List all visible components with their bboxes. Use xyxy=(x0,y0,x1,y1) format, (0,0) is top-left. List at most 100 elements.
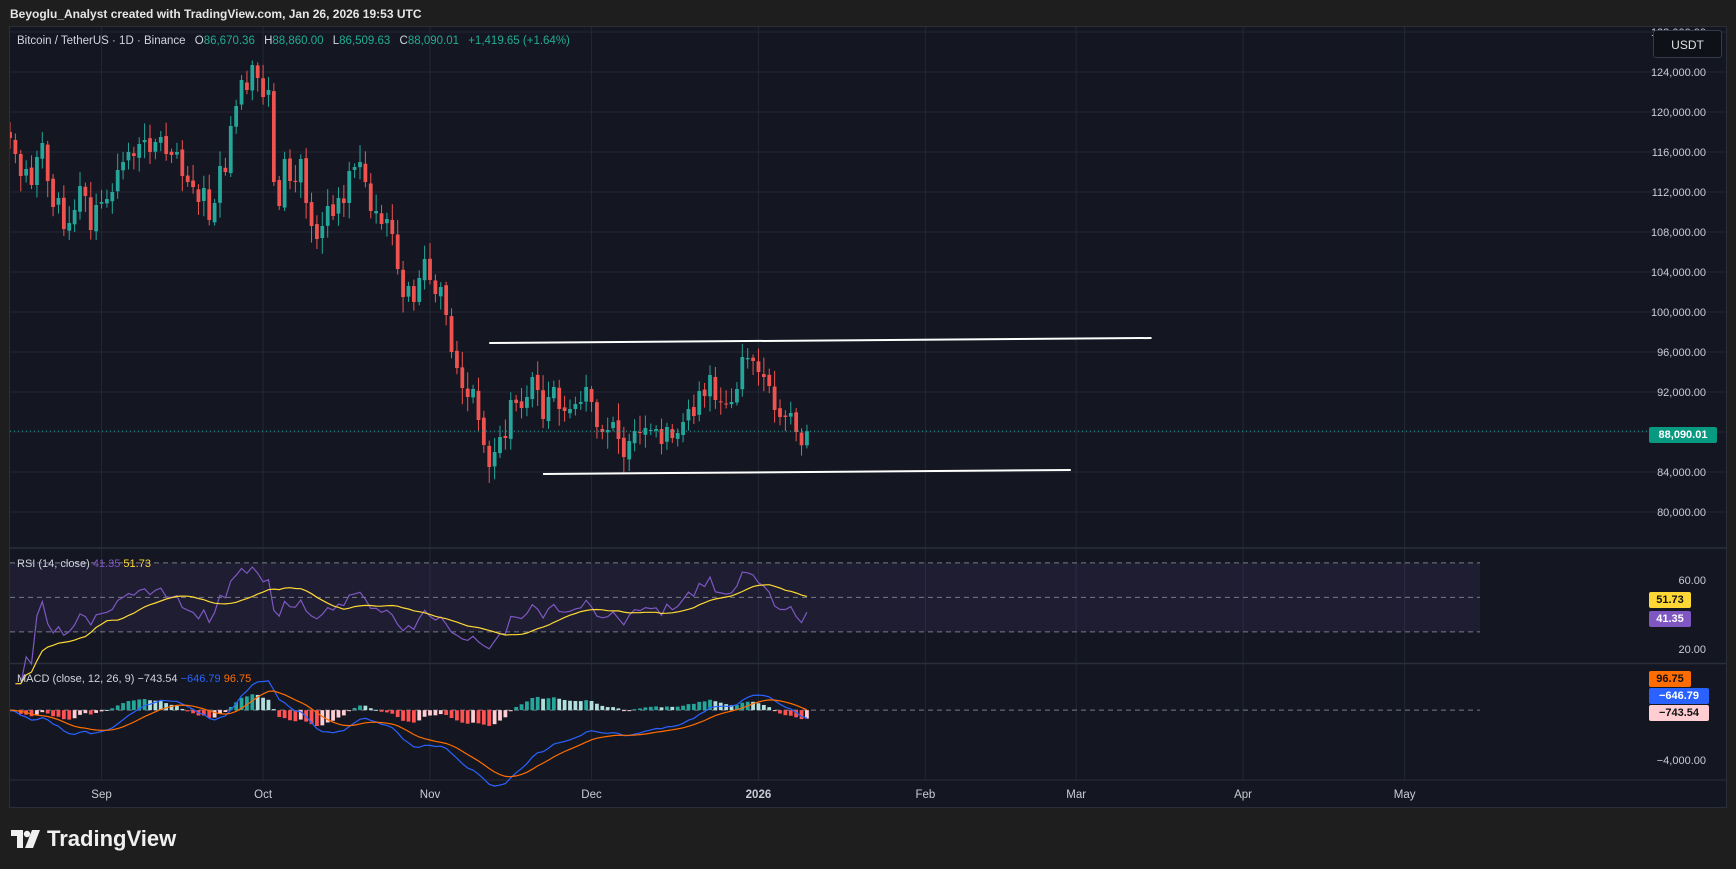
candle-body xyxy=(578,402,583,404)
candle-body xyxy=(444,285,449,315)
chart-frame xyxy=(9,26,1727,808)
macd-histogram-bar xyxy=(374,709,379,711)
tradingview-brand[interactable]: TradingView xyxy=(11,824,176,854)
candle-body xyxy=(632,431,637,444)
candle-body xyxy=(24,169,29,176)
candle-body xyxy=(428,258,432,280)
attribution-text: Beyoglu_Analyst created with TradingView… xyxy=(10,7,422,21)
macd-histogram-bar xyxy=(589,700,594,711)
candle-body xyxy=(686,409,691,421)
macd-histogram-bar xyxy=(395,710,400,718)
rsi-line xyxy=(15,566,808,685)
macd-histogram-bar xyxy=(363,705,368,711)
macd-histogram-bar xyxy=(385,710,389,713)
macd-histogram-bar xyxy=(234,702,239,711)
macd-histogram-bar xyxy=(503,710,508,718)
upper-trendline xyxy=(489,337,1152,344)
macd-histogram-bar xyxy=(471,710,475,723)
macd-histogram-bar xyxy=(638,708,642,711)
candle-body xyxy=(395,234,400,269)
candle-body xyxy=(621,437,626,457)
macd-histogram-bar xyxy=(573,700,578,711)
macd-histogram-bar xyxy=(498,710,502,721)
candle-body xyxy=(336,198,341,214)
price-axis-label: 84,000.00 xyxy=(1657,467,1706,479)
macd-histogram-bar xyxy=(288,710,292,721)
candle-body xyxy=(568,409,572,414)
candle-body xyxy=(180,149,185,176)
macd-histogram-bar xyxy=(535,696,540,711)
symbol-header: Bitcoin / TetherUS · 1D · Binance O86,67… xyxy=(17,35,570,47)
candle-body xyxy=(158,137,163,143)
macd-histogram-bar xyxy=(201,710,206,716)
candle-body xyxy=(724,403,729,405)
price-chart[interactable]: SepOctNovDec2026FebMarAprMay128,000.0012… xyxy=(10,27,1726,807)
candle-body xyxy=(487,445,492,467)
candle-body xyxy=(358,162,362,168)
close-value: 88,090.01 xyxy=(407,35,460,47)
candle-body xyxy=(702,389,707,396)
candle-body xyxy=(245,82,249,90)
candle-body xyxy=(148,138,152,152)
macd-histogram-bar xyxy=(702,701,707,711)
macd-histogram-bar xyxy=(239,697,244,711)
candle-body xyxy=(401,269,405,297)
candle-body xyxy=(411,286,416,302)
candle-body xyxy=(508,400,513,439)
candle-body xyxy=(546,397,551,422)
rsi-tag: 41.35 xyxy=(1649,611,1691,627)
candle-body xyxy=(654,429,659,431)
macd-signal-tag: 96.75 xyxy=(1649,671,1691,687)
candle-body xyxy=(535,374,540,390)
macd-histogram-bar xyxy=(724,704,729,711)
close-label: C xyxy=(399,35,408,47)
candle-body xyxy=(110,192,115,202)
candle-body xyxy=(519,401,524,408)
candle-body xyxy=(282,159,287,208)
candle-body xyxy=(164,136,169,154)
macd-histogram-bar xyxy=(761,704,766,711)
currency-unit-button[interactable]: USDT xyxy=(1653,30,1722,58)
macd-histogram-bar xyxy=(185,710,190,712)
candle-body xyxy=(783,415,788,417)
macd-histogram-bar xyxy=(368,708,373,711)
macd-histogram-bar xyxy=(433,710,438,716)
macd-histogram-bar xyxy=(530,697,535,711)
candle-body xyxy=(718,401,723,403)
macd-histogram-bar xyxy=(315,710,319,727)
candle-body xyxy=(105,199,109,204)
candle-body xyxy=(298,159,303,183)
candle-body xyxy=(471,389,475,398)
candle-body xyxy=(288,158,292,181)
candle-body xyxy=(778,408,782,417)
macd-histogram-bar xyxy=(455,710,459,721)
candle-body xyxy=(78,186,82,212)
macd-histogram-bar xyxy=(83,710,88,714)
candle-body xyxy=(309,202,314,226)
candle-body xyxy=(115,170,120,192)
macd-signal-value: 96.75 xyxy=(223,673,252,685)
macd-histogram-bar xyxy=(121,703,125,711)
rsi-ma-value: 51.73 xyxy=(123,558,151,570)
macd-histogram-bar xyxy=(309,710,314,725)
macd-histogram-bar xyxy=(665,706,669,711)
candle-body xyxy=(794,412,799,432)
macd-histogram-bar xyxy=(481,710,486,725)
macd-histogram-bar xyxy=(282,710,287,719)
macd-histogram-bar xyxy=(88,710,93,715)
macd-histogram-bar xyxy=(126,701,131,711)
macd-histogram-bar xyxy=(245,696,249,711)
candle-body xyxy=(659,429,664,444)
macd-histogram-bar xyxy=(767,707,772,711)
symbol-title: Bitcoin / TetherUS · 1D · Binance xyxy=(17,35,186,47)
price-axis-label: 116,000.00 xyxy=(1652,147,1706,159)
macd-histogram-bar xyxy=(568,700,572,711)
candle-body xyxy=(374,211,379,214)
macd-histogram-bar xyxy=(519,704,524,711)
macd-hist-tag: −743.54 xyxy=(1649,705,1709,721)
candle-body xyxy=(67,223,72,231)
macd-histogram-bar xyxy=(401,710,405,721)
price-axis-label: 112,000.00 xyxy=(1652,187,1706,199)
candle-body xyxy=(465,388,470,397)
rsi-ma-tag: 51.73 xyxy=(1649,592,1691,608)
